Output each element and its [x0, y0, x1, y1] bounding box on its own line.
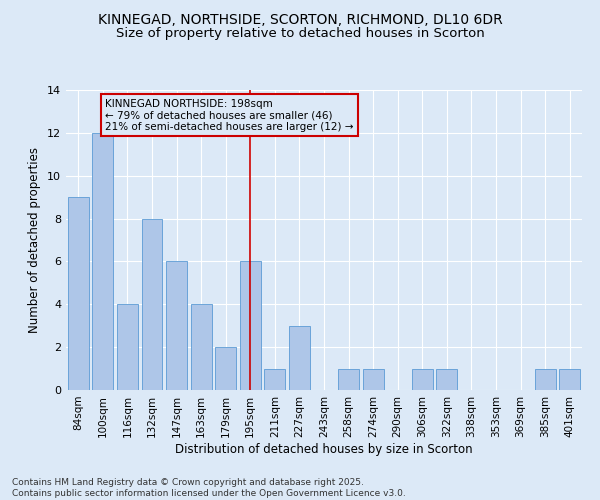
Text: Size of property relative to detached houses in Scorton: Size of property relative to detached ho… [116, 28, 484, 40]
Bar [436, 368, 457, 390]
Y-axis label: Number of detached properties: Number of detached properties [28, 147, 41, 333]
X-axis label: Distribution of detached houses by size in Scorton: Distribution of detached houses by size … [175, 442, 473, 456]
Bar [265, 368, 286, 390]
Bar [142, 218, 163, 390]
Bar [68, 197, 89, 390]
Bar [362, 368, 383, 390]
Text: Contains HM Land Registry data © Crown copyright and database right 2025.
Contai: Contains HM Land Registry data © Crown c… [12, 478, 406, 498]
Text: KINNEGAD NORTHSIDE: 198sqm
← 79% of detached houses are smaller (46)
21% of semi: KINNEGAD NORTHSIDE: 198sqm ← 79% of deta… [106, 98, 354, 132]
Bar [240, 262, 261, 390]
Bar [191, 304, 212, 390]
Text: KINNEGAD, NORTHSIDE, SCORTON, RICHMOND, DL10 6DR: KINNEGAD, NORTHSIDE, SCORTON, RICHMOND, … [98, 12, 502, 26]
Bar [117, 304, 138, 390]
Bar [215, 347, 236, 390]
Bar [559, 368, 580, 390]
Bar [338, 368, 359, 390]
Bar [166, 262, 187, 390]
Bar [289, 326, 310, 390]
Bar [92, 133, 113, 390]
Bar [535, 368, 556, 390]
Bar [412, 368, 433, 390]
